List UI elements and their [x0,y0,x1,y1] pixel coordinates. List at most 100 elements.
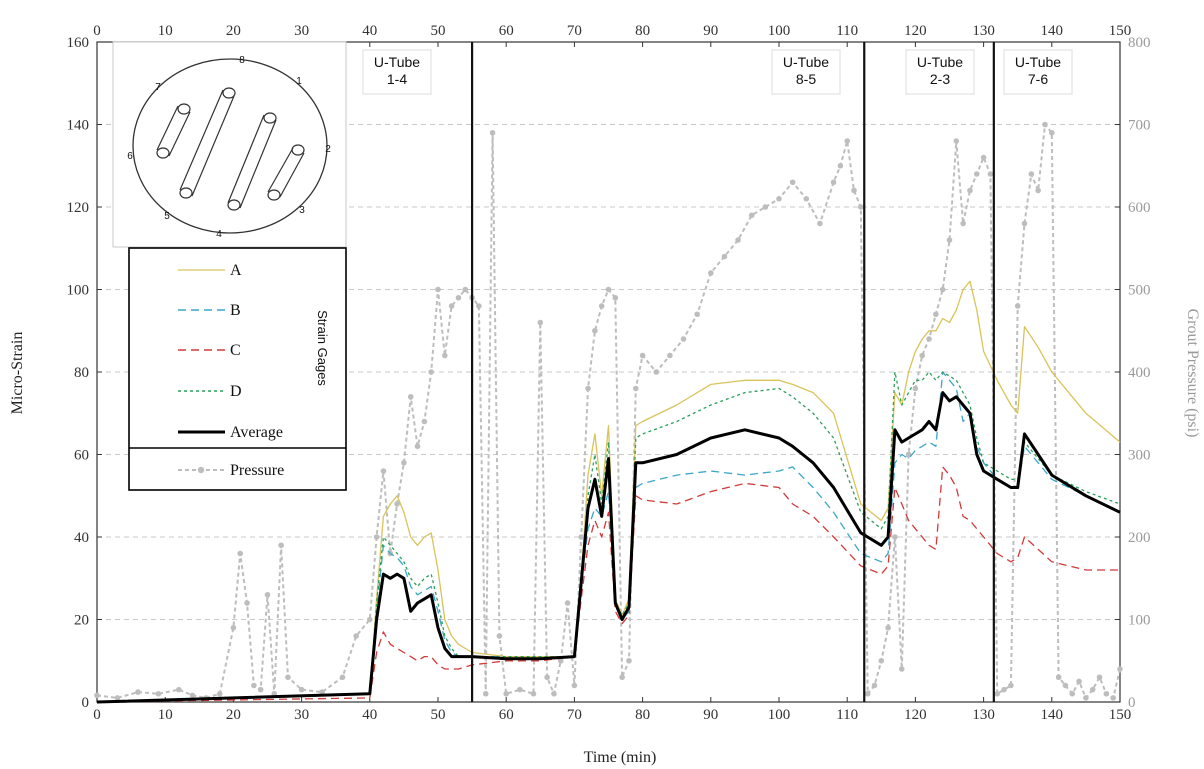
pressure-point [871,682,878,689]
x-tick-label: 40 [362,707,377,723]
pressure-point [298,686,305,693]
x-tick-label: 120 [904,707,927,723]
pressure-point [1008,682,1014,689]
legend-label-a: A [230,262,242,279]
x-tick-label: 50 [431,707,446,723]
legend-title: Strain Gages [315,310,330,386]
legend-label-b: B [230,302,241,319]
pressure-point [892,534,898,540]
pressure-point [155,690,162,697]
x-tick-label-top: 70 [567,23,582,39]
pressure-point [598,303,605,309]
x-tick-label-top: 30 [294,23,309,39]
pressure-point [367,616,373,623]
legend-label-c: C [230,342,241,359]
inset-gage-label: 3 [299,205,305,216]
pressure-point [980,154,987,161]
pressure-point [1014,303,1021,309]
x-tick-label: 20 [226,707,241,723]
pressure-point [278,542,284,549]
y-tick-label-left: 100 [67,283,90,299]
pressure-point [1035,187,1041,194]
y-tick-label-right: 600 [1128,200,1151,216]
pressure-point [1096,674,1103,681]
pressure-point [1103,690,1110,697]
pressure-point [1110,695,1116,701]
legend-marker-pressure [197,466,205,474]
pressure-point [830,179,837,186]
pressure-point [933,311,939,318]
pressure-point [721,253,728,260]
pressure-point [1001,686,1007,693]
pressure-point [442,352,448,359]
axis-ticks: 0010102020303040405050606070708080909010… [67,23,1151,723]
inset-gage-label: 5 [164,211,170,222]
legend: A B C D Average Pressure Strain Gages [128,247,347,491]
pressure-point [912,385,919,392]
x-tick-label-top: 20 [226,23,241,39]
y-tick-label-left: 160 [67,35,90,51]
pressure-point [394,501,400,507]
pressure-point [407,393,414,400]
pressure-point [578,534,585,540]
pressure-point [953,138,960,144]
pressure-point [817,220,823,227]
x-tick-label: 70 [567,707,582,723]
annotation-line: U-Tube [783,54,829,70]
pressure-point [557,657,564,664]
series-d-line [96,371,1121,703]
pressure-point [503,690,510,697]
inset-gage-label: 8 [239,55,245,66]
pressure-point [987,171,994,177]
pressure-point [605,286,612,293]
legend-label-average: Average [230,424,283,441]
series-pressure-line [96,123,1121,699]
pressure-point [401,459,407,466]
x-tick-label-top: 150 [1109,23,1132,39]
x-tick-label: 100 [768,707,791,723]
x-tick-label-top: 50 [431,23,446,39]
annotation-line: 7-6 [1028,71,1048,87]
pressure-point [571,682,578,689]
pressure-point [435,286,441,293]
y-tick-label-left: 0 [82,695,90,711]
pressure-point [667,352,673,359]
y-tick-label-right: 800 [1128,35,1151,51]
pressure-point [844,138,850,144]
pressure-point [257,686,264,693]
pressure-point [380,468,387,474]
x-tick-label-top: 100 [768,23,791,39]
pressure-point [864,690,871,697]
pressure-point [1049,129,1055,136]
pressure-point [1083,695,1089,701]
pressure-point [626,657,632,664]
x-tick-label-top: 90 [703,23,718,39]
pressure-point [544,674,550,681]
pressure-point [462,286,469,293]
pressure-point [94,692,100,699]
pressure-point [926,336,932,342]
pressure-point [537,319,544,326]
pressure-point [960,220,966,227]
x-tick-label-top: 0 [93,23,101,39]
y-axis-title-right: Grout Pressure (psi) [1184,309,1201,438]
inset-gage-label: 2 [325,144,331,155]
pressure-point [585,385,591,392]
pressure-point [285,674,291,681]
pressure-point [319,689,325,695]
inset-gage-label: 1 [296,76,302,87]
x-tick-label-top: 10 [158,23,173,39]
pressure-point [639,352,646,359]
pressure-point [612,294,619,301]
x-tick-label-top: 130 [972,23,995,39]
pressure-point [776,195,782,202]
x-tick-label: 150 [1109,707,1132,723]
pressure-point [448,303,455,309]
y-tick-label-right: 700 [1128,118,1151,134]
pressure-point [994,690,1001,697]
pressure-point [803,195,810,202]
pressure-point [414,443,421,450]
pressure-point [551,690,557,697]
pressure-point [428,369,434,375]
